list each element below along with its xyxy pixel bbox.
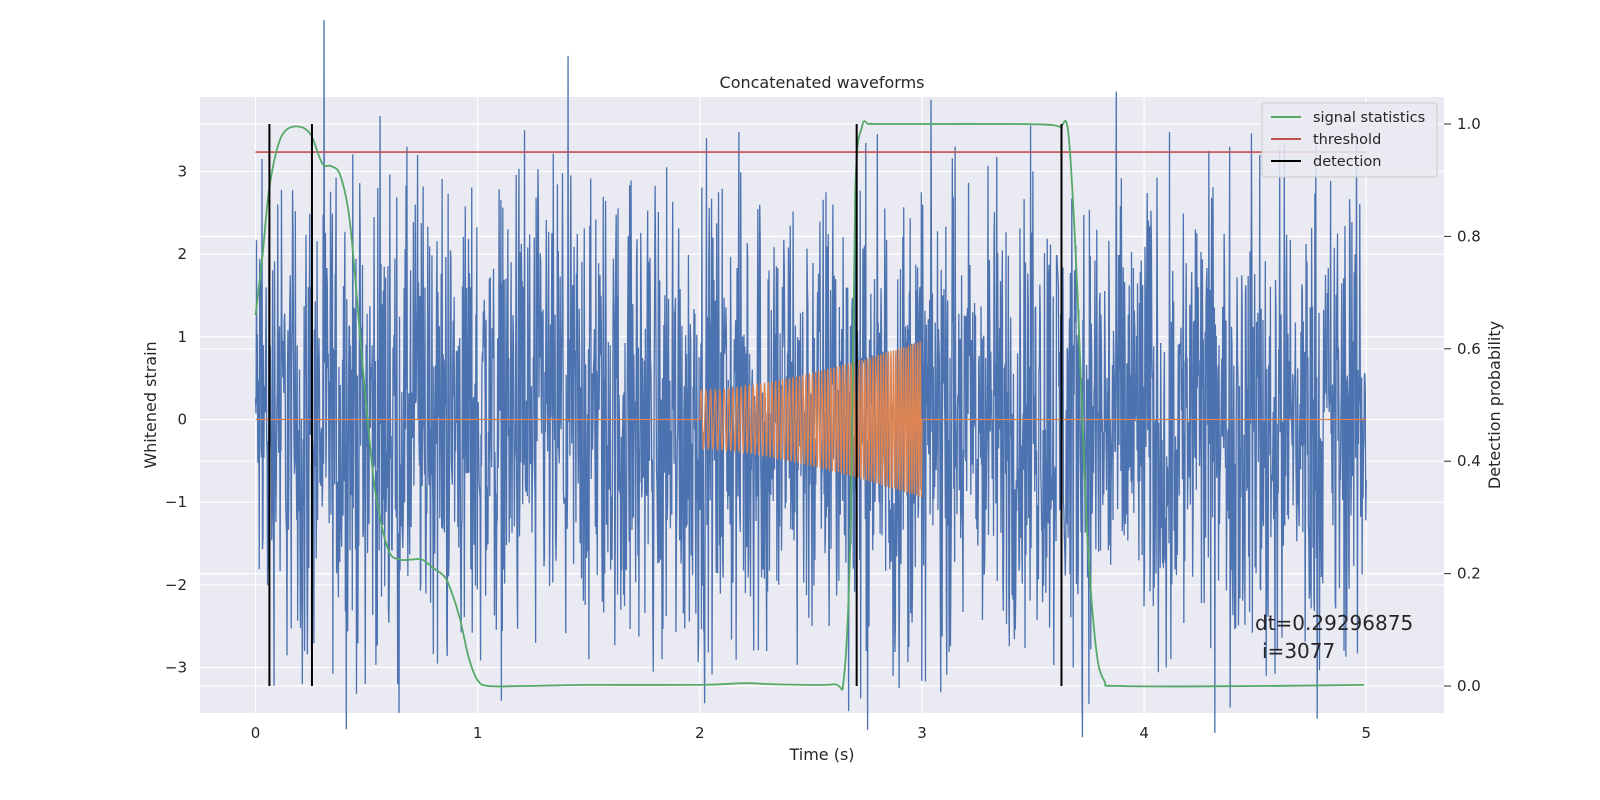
y2-tick-label: 0.0 [1457,677,1481,695]
y-tick-label: −1 [165,493,187,511]
injected-signal-series [255,341,1367,498]
x-axis-label: Time (s) [788,745,854,764]
legend-label-threshold: threshold [1313,132,1381,148]
x-tick-label: 4 [1139,724,1149,742]
series-layer [254,20,1367,738]
signal-statistics-line [254,119,1365,691]
y2-axis-label: Detection probability [1485,321,1504,489]
x-tick-label: 3 [917,724,927,742]
chart-title: Concatenated waveforms [720,73,925,92]
y2-tick-label: 0.4 [1457,452,1481,470]
legend: signal statistics threshold detection [1261,102,1438,178]
x-axis-ticks: 0 1 2 3 4 5 [251,724,1371,742]
legend-box [1261,102,1438,178]
y-tick-label: 0 [177,410,187,428]
legend-label-detection: detection [1313,154,1381,170]
whitened-strain-series [254,20,1367,738]
y2-tick-label: 0.2 [1457,565,1481,583]
x-tick-label: 2 [695,724,705,742]
y2-axis-ticks: 0.0 0.2 0.4 0.6 0.8 1.0 [1444,115,1481,695]
x-tick-label: 1 [473,724,483,742]
x-tick-label: 0 [251,724,261,742]
y-tick-label: 2 [177,245,187,263]
annotation-dt: dt=0.29296875 [1255,611,1413,635]
y-axis-label: Whitened strain [141,341,160,468]
legend-label-signal-statistics: signal statistics [1313,110,1425,126]
y-tick-label: −2 [165,576,187,594]
y-tick-label: −3 [165,659,187,677]
y-tick-label: 1 [177,328,187,346]
y-axis-ticks: −3 −2 −1 0 1 2 3 [165,162,187,676]
y2-tick-label: 1.0 [1457,115,1481,133]
x-tick-label: 5 [1361,724,1371,742]
y2-tick-label: 0.8 [1457,227,1481,245]
y2-tick-label: 0.6 [1457,340,1481,358]
y-tick-label: 3 [177,162,187,180]
annotation-i: i=3077 [1262,639,1335,663]
